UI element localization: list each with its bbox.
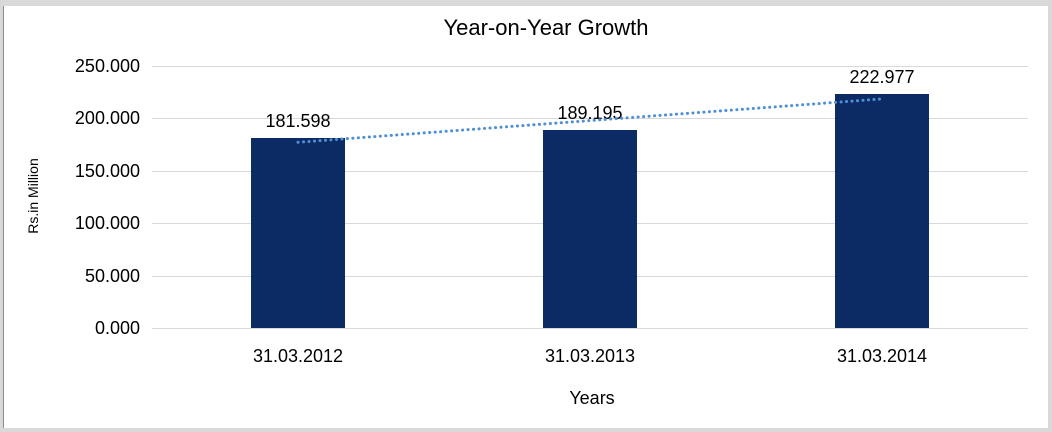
x-axis-title: Years [569,388,615,408]
y-axis-tick-label: 50.000 [84,265,140,286]
y-axis-tick-label: 250.000 [74,56,140,76]
gridline [152,66,1028,67]
bar-value-label: 222.977 [849,67,915,88]
frame-edge-bottom [0,428,1052,432]
y-axis-tick-label: 100.000 [74,213,140,234]
frame-edge-top [0,0,1052,6]
frame-left-border-line [3,6,4,428]
frame-edge-left [0,0,3,432]
bar-31.03.2012 [251,137,345,328]
chart-title: Year-on-Year Growth [443,15,649,40]
frame-edge-right [1048,0,1052,432]
y-axis-tick-label: 150.000 [74,160,140,181]
y-axis-tick-label: 200.000 [74,108,140,129]
bar-value-label: 189.195 [557,102,623,123]
bar-31.03.2014 [835,94,929,328]
bar-31.03.2013 [543,129,637,328]
y-axis-tick-label: 0.000 [94,318,140,338]
x-axis-category-label: 31.03.2013 [544,346,636,366]
x-axis-category-label: 31.03.2014 [836,346,928,366]
gridline [152,328,1028,329]
x-axis-category-label: 31.03.2012 [252,346,344,366]
bar-value-label: 181.598 [265,110,331,131]
